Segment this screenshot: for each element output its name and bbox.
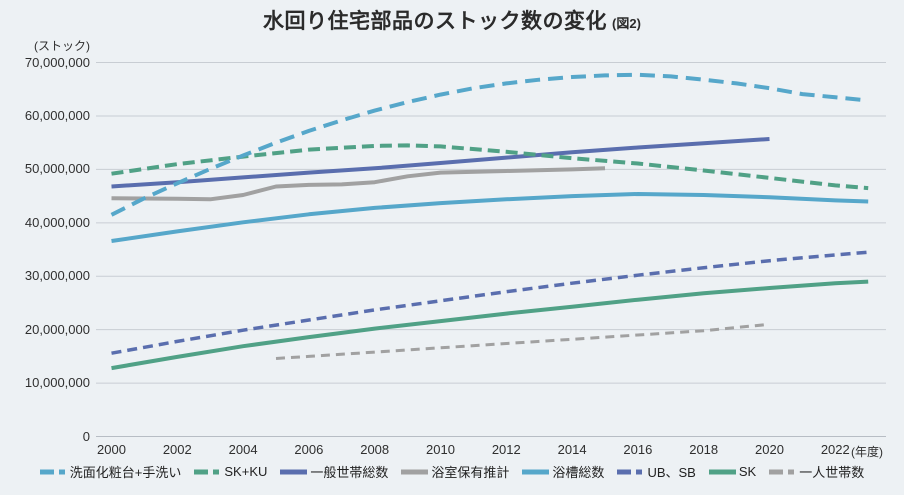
x-tick-label-2022: 2022 (820, 442, 850, 457)
x-tick-label-2014: 2014 (557, 442, 587, 457)
x-tick-label-2020: 2020 (755, 442, 784, 457)
legend-item-ippan-setai: 一般世帯総数 (280, 462, 388, 481)
legend-swatch-senmen-icon (39, 469, 67, 474)
series-line-ub-sb (111, 250, 869, 355)
x-tick-label-2016: 2016 (623, 442, 653, 457)
series-line-sk (111, 279, 869, 371)
legend-item-ub-sb: UB、SB (617, 462, 696, 481)
legend-item-yokushitsu-hoyu: 浴室保有推計 (401, 462, 509, 481)
legend-swatch-ippan-setai-icon (280, 469, 308, 474)
legend-label-ippan-setai: 一般世帯総数 (310, 465, 389, 480)
title-row: 水回り住宅部品のストック数の変化 (図2) (0, 5, 904, 35)
legend-swatch-skku-icon (194, 469, 222, 474)
legend-label-yokushitsu-hoyu: 浴室保有推計 (431, 465, 510, 480)
x-tick-label-2012: 2012 (491, 442, 521, 457)
legend-swatch-hitori-setai-icon (769, 469, 797, 474)
series-line-yokusou (111, 192, 869, 243)
legend-label-yokusou: 浴槽総数 (552, 465, 605, 480)
legend-swatch-ub-sb-icon (617, 469, 645, 474)
chart-title-suffix: (図2) (612, 16, 641, 31)
legend-label-sk: SK (738, 464, 757, 479)
legend-item-sk: SK (708, 464, 757, 479)
y-tick-label-30000000: 30,000,000 (24, 268, 90, 284)
series-line-skku (111, 143, 869, 191)
legend-label-senmen: 洗面化粧台+手洗い (69, 465, 182, 480)
x-tick-label-2006: 2006 (294, 442, 324, 457)
x-tick-label-2008: 2008 (360, 442, 390, 457)
legend-label-skku: SK+KU (224, 464, 268, 479)
legend-swatch-yokusou-icon (522, 469, 550, 474)
x-tick-label-2000: 2000 (97, 442, 126, 457)
series-line-ippan-setai (111, 137, 770, 189)
legend-swatch-yokushitsu-hoyu-icon (401, 469, 429, 474)
y-tick-label-20000000: 20,000,000 (24, 321, 90, 337)
y-tick-label-40000000: 40,000,000 (24, 214, 90, 230)
x-tick-label-2010: 2010 (426, 442, 455, 457)
legend-swatch-sk-icon (708, 469, 736, 474)
y-tick-label-10000000: 10,000,000 (24, 375, 90, 391)
y-tick-label-50000000: 50,000,000 (24, 161, 90, 177)
legend-item-hitori-setai: 一人世帯数 (769, 462, 864, 481)
legend-item-yokusou: 浴槽総数 (522, 462, 604, 481)
y-tick-label-60000000: 60,000,000 (24, 107, 90, 123)
series-line-hitori-setai (275, 322, 770, 360)
legend-item-skku: SK+KU (194, 464, 267, 479)
legend-item-senmen: 洗面化粧台+手洗い (39, 462, 182, 481)
y-axis-unit-label: (ストック) (34, 39, 90, 53)
legend: 洗面化粧台+手洗い SK+KU 一般世帯総数 浴室保有推計 浴槽総数 UB、SB SK 一人世… (0, 462, 904, 481)
series-line-yokushitsu-hoyu (111, 166, 606, 202)
legend-label-ub-sb: UB、SB (647, 465, 696, 480)
y-tick-label-70000000: 70,000,000 (24, 54, 90, 70)
x-tick-label-2002: 2002 (162, 442, 192, 457)
series-line-senmen (110, 72, 869, 217)
chart-title: 水回り住宅部品のストック数の変化 (263, 10, 608, 33)
legend-label-hitori-setai: 一人世帯数 (799, 465, 865, 480)
x-axis-unit-label: (年度) (851, 445, 883, 459)
x-tick-label-2018: 2018 (689, 442, 719, 457)
x-tick-label-2004: 2004 (228, 442, 258, 457)
y-tick-label-0: 0 (82, 428, 90, 444)
